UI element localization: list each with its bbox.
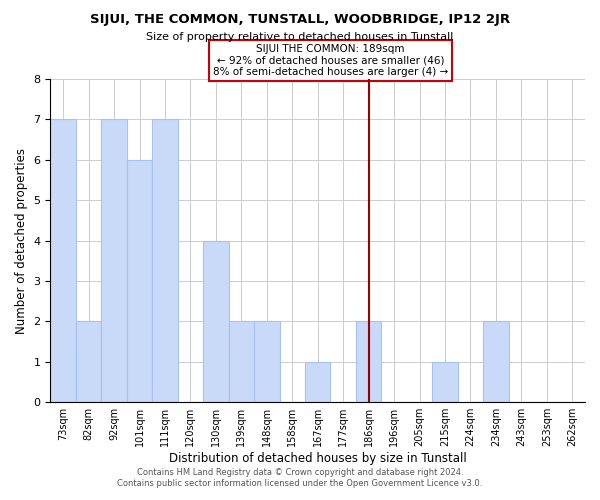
Text: Size of property relative to detached houses in Tunstall: Size of property relative to detached ho… bbox=[146, 32, 454, 42]
X-axis label: Distribution of detached houses by size in Tunstall: Distribution of detached houses by size … bbox=[169, 452, 467, 465]
Bar bbox=[305, 362, 331, 402]
Text: SIJUI, THE COMMON, TUNSTALL, WOODBRIDGE, IP12 2JR: SIJUI, THE COMMON, TUNSTALL, WOODBRIDGE,… bbox=[90, 12, 510, 26]
Bar bbox=[203, 240, 229, 402]
Y-axis label: Number of detached properties: Number of detached properties bbox=[15, 148, 28, 334]
Bar bbox=[76, 322, 101, 402]
Text: Contains HM Land Registry data © Crown copyright and database right 2024.
Contai: Contains HM Land Registry data © Crown c… bbox=[118, 468, 482, 487]
Bar bbox=[50, 120, 76, 402]
Bar bbox=[356, 322, 382, 402]
Bar bbox=[483, 322, 509, 402]
Bar bbox=[254, 322, 280, 402]
Bar bbox=[127, 160, 152, 402]
Bar bbox=[101, 120, 127, 402]
Bar bbox=[229, 322, 254, 402]
Bar bbox=[152, 120, 178, 402]
Text: SIJUI THE COMMON: 189sqm
← 92% of detached houses are smaller (46)
8% of semi-de: SIJUI THE COMMON: 189sqm ← 92% of detach… bbox=[213, 44, 448, 77]
Bar bbox=[432, 362, 458, 402]
